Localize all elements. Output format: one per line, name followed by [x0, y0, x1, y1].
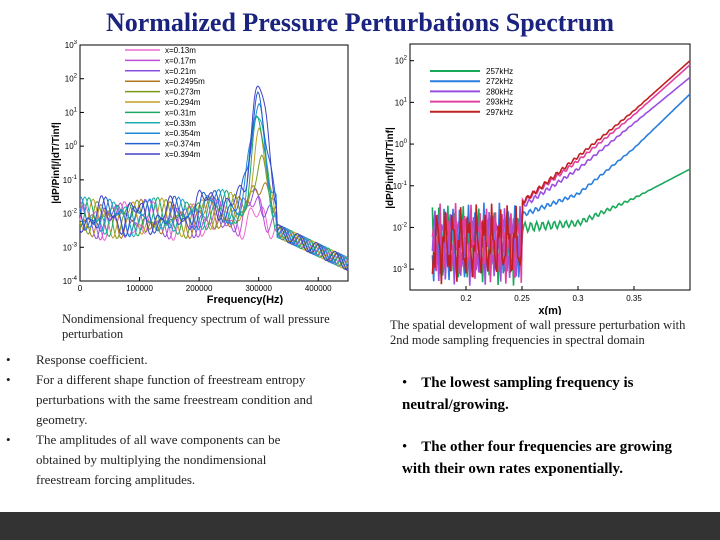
spectrum-x-axis-label: Frequency(Hz) [207, 294, 284, 305]
right-bullet-2: • The other four frequencies are growing … [402, 436, 702, 480]
spectrum-y-tick-label: 100 [65, 141, 78, 151]
footer-bar [0, 512, 720, 540]
spatial-y-tick-label: 101 [395, 97, 408, 107]
spectrum-x-tick-label: 0 [78, 284, 83, 293]
caption-right-text: The spatial development of wall pressure… [390, 318, 686, 347]
spectrum-legend-label: x=0.394m [165, 150, 201, 159]
spectrum-series-line [79, 116, 349, 266]
bullet-dot: • [6, 432, 11, 447]
spatial-series-line [431, 60, 691, 285]
caption-left: Nondimensional frequency spectrum of wal… [62, 312, 330, 341]
spectrum-series-line [79, 127, 349, 269]
spectrum-y-tick-label: 102 [65, 74, 78, 84]
spectrum-x-tick-label: 300000 [245, 284, 272, 293]
bullet-text: Response coefficient. [36, 352, 148, 367]
spatial-development-chart-svg: 10-3 10-2 10-1 100 101 102 0.2 0.25 0.3 0.35 257k… [380, 40, 692, 315]
spatial-legend-label: 297kHz [486, 108, 513, 117]
bullet-text: The lowest sampling frequency is neutral… [402, 375, 634, 413]
spectrum-x-tick-label: 100000 [126, 284, 153, 293]
spatial-legend-label: 272kHz [486, 77, 513, 86]
spectrum-legend-label: x=0.354m [165, 129, 201, 138]
spectrum-x-tick-label: 200000 [186, 284, 213, 293]
spectrum-x-tick-label: 400000 [305, 284, 332, 293]
bullet-text: For a different shape function of freest… [36, 372, 313, 427]
bullet-dot: • [6, 372, 11, 387]
spectrum-chart: 10-4 10-3 10-2 10-1 100 101 102 103 0 100000 20000… [45, 40, 350, 305]
spatial-x-tick-label: 0.3 [572, 294, 584, 303]
spectrum-y-axis-label: |dP/Pinf|/|dT/Tinf| [51, 122, 62, 204]
spectrum-legend-label: x=0.294m [165, 98, 201, 107]
list-item: • For a different shape function of frees… [4, 370, 314, 430]
spectrum-y-tick-label: 10-2 [63, 209, 78, 219]
spatial-x-axis-label: x(m) [538, 305, 562, 315]
spectrum-legend-label: x=0.374m [165, 140, 201, 149]
spatial-legend-label: 280kHz [486, 87, 513, 96]
bullet-dot: • [6, 352, 11, 367]
list-item: • The amplitudes of all wave components c… [4, 430, 314, 490]
spatial-legend-label: 257kHz [486, 67, 513, 76]
spectrum-y-tick-label: 10-3 [63, 242, 78, 252]
spectrum-legend-label: x=0.273m [165, 88, 201, 97]
spectrum-legend-label: x=0.33m [165, 119, 196, 128]
list-item: • Response coefficient. [4, 350, 314, 370]
spatial-y-tick-label: 10-1 [393, 181, 408, 191]
spectrum-y-tick-label: 10-1 [63, 175, 78, 185]
spectrum-legend-label: x=0.31m [165, 108, 196, 117]
spatial-development-chart: 10-3 10-2 10-1 100 101 102 0.2 0.25 0.3 0.35 257k… [380, 40, 692, 315]
bullet-text: The other four frequencies are growing w… [402, 439, 672, 477]
spatial-series-line [431, 64, 691, 284]
spatial-legend-label: 293kHz [486, 98, 513, 107]
spatial-x-tick-label: 0.25 [514, 294, 530, 303]
spectrum-y-tick-label: 10-4 [63, 276, 78, 286]
right-bullet-1: • The lowest sampling frequency is neutra… [402, 372, 702, 416]
spectrum-series-line [79, 115, 349, 267]
spatial-x-tick-label: 0.2 [460, 294, 472, 303]
spectrum-chart-svg: 10-4 10-3 10-2 10-1 100 101 102 103 0 100000 20000… [45, 40, 350, 305]
spatial-y-tick-label: 10-3 [393, 264, 408, 274]
bullet-dot: • [402, 375, 408, 391]
spectrum-legend-label: x=0.17m [165, 56, 196, 65]
left-bullet-list: • Response coefficient. • For a different … [4, 350, 314, 490]
spectrum-series-line [79, 85, 349, 271]
spectrum-series-line [79, 90, 349, 272]
spectrum-y-tick-label: 101 [65, 107, 78, 117]
spectrum-legend-label: x=0.2495m [165, 77, 205, 86]
bullet-text: The amplitudes of all wave components ca… [36, 432, 281, 487]
spectrum-y-tick-label: 103 [65, 40, 78, 50]
spatial-y-tick-label: 102 [395, 56, 408, 66]
spectrum-legend-label: x=0.21m [165, 67, 196, 76]
spatial-y-axis-label: |dP/Pinf|/|dT/Tinf| [385, 127, 396, 209]
spectrum-legend-label: x=0.13m [165, 46, 196, 55]
spectrum-series-line [79, 181, 349, 271]
caption-right: The spatial development of wall pressure… [390, 318, 700, 348]
spatial-y-tick-label: 100 [395, 139, 408, 149]
spatial-x-tick-label: 0.35 [626, 294, 642, 303]
spatial-y-tick-label: 10-2 [393, 222, 408, 232]
slide-title: Normalized Pressure Perturbations Spectr… [105, 8, 615, 37]
bullet-dot: • [402, 439, 408, 455]
